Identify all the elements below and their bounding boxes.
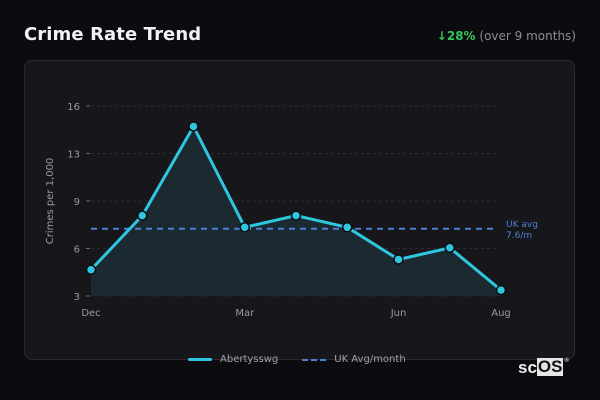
svg-text:13: 13 (67, 150, 80, 161)
svg-text:6: 6 (74, 245, 80, 256)
svg-text:16: 16 (67, 102, 80, 113)
scos-logo: sc OS ® (518, 358, 569, 378)
logo-os: OS (536, 357, 564, 376)
data-point[interactable] (495, 284, 507, 296)
solid-line-swatch-icon (188, 358, 212, 361)
legend-average-label: UK Avg/month (334, 354, 406, 365)
logo-sc: sc (518, 358, 537, 377)
change-period: (over 9 months) (479, 29, 576, 43)
svg-text:Dec: Dec (81, 308, 100, 319)
data-point[interactable] (393, 254, 404, 265)
x-axis: Dec Mar Jun Aug (81, 308, 510, 319)
data-point[interactable] (444, 242, 455, 254)
legend-item-average[interactable]: UK Avg/month (302, 354, 406, 365)
uk-avg-annotation-line1: UK avg (506, 220, 538, 230)
change-percent: 28% (446, 29, 476, 43)
down-arrow-icon: ↓ (436, 29, 447, 43)
data-point[interactable] (85, 264, 97, 275)
data-point[interactable] (239, 222, 250, 233)
svg-text:Jun: Jun (390, 308, 407, 319)
series-area (91, 126, 501, 296)
data-point[interactable] (342, 222, 353, 233)
data-point[interactable] (137, 210, 148, 221)
change-summary: ↓28% (over 9 months) (437, 29, 576, 43)
data-point[interactable] (290, 210, 302, 221)
svg-text:9: 9 (74, 197, 80, 208)
y-axis: 3 6 9 13 16 (67, 102, 90, 303)
dashed-line-swatch-icon (302, 358, 327, 361)
svg-text:Mar: Mar (235, 308, 255, 319)
chart-card (24, 60, 575, 360)
y-axis-label: Crimes per 1,000 (45, 158, 56, 245)
data-point[interactable] (188, 121, 199, 132)
svg-text:Aug: Aug (491, 308, 511, 319)
chart-legend: Abertysswg UK Avg/month (188, 354, 430, 365)
legend-item-series[interactable]: Abertysswg (188, 354, 278, 365)
uk-avg-annotation-line2: 7.6/m (506, 231, 532, 241)
registered-icon: ® (564, 358, 569, 364)
legend-series-label: Abertysswg (220, 354, 279, 365)
page-title: Crime Rate Trend (24, 24, 202, 45)
svg-text:3: 3 (74, 292, 80, 303)
data-points (85, 121, 507, 296)
